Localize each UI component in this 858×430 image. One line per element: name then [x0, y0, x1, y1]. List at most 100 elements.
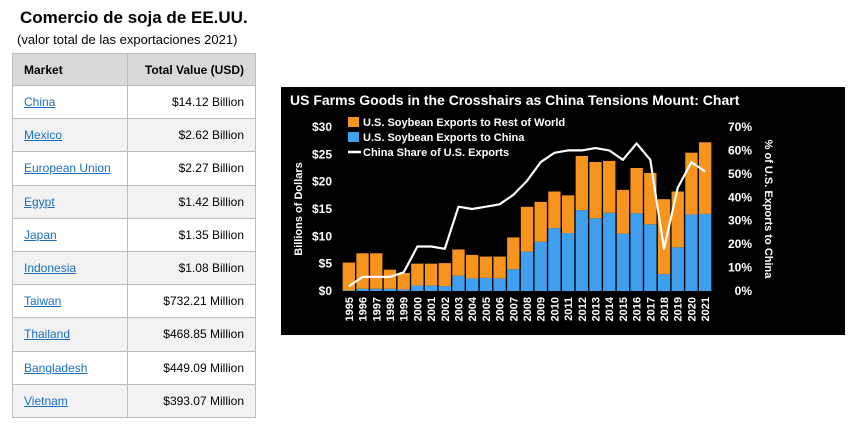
- exports-table: Market Total Value (USD) China $14.12 Bil…: [12, 53, 256, 418]
- bar-china: [424, 285, 438, 291]
- table-row: Bangladesh $449.09 Million: [12, 350, 256, 385]
- market-cell: Egypt: [12, 184, 128, 219]
- bar-rest-of-world: [534, 201, 547, 242]
- market-link[interactable]: Bangladesh: [24, 360, 88, 375]
- market-link[interactable]: Mexico: [24, 128, 63, 143]
- x-tick-label: 2020: [686, 297, 698, 321]
- value-cell: $468.85 Million: [127, 317, 256, 352]
- bar-china: [438, 286, 451, 291]
- market-link[interactable]: European Union: [24, 161, 111, 176]
- y2-tick-label: 70%: [728, 120, 752, 134]
- y2-tick-label: 0%: [735, 284, 753, 298]
- y2-tick-label: 20%: [728, 237, 752, 251]
- market-link[interactable]: Indonesia: [24, 261, 77, 276]
- x-tick-label: 2018: [659, 297, 671, 321]
- x-tick-label: 2015: [618, 297, 630, 321]
- table-row: China $14.12 Billion: [12, 84, 256, 120]
- bar-china: [397, 289, 410, 291]
- bar-china: [616, 233, 630, 291]
- x-tick-label: 1996: [358, 297, 370, 321]
- y-tick-label: $10: [312, 229, 332, 243]
- table-header-row: Market Total Value (USD): [12, 53, 256, 86]
- market-cell: Mexico: [12, 118, 128, 153]
- bar-rest-of-world: [424, 263, 438, 286]
- bar-china: [493, 278, 506, 291]
- bar-china: [657, 274, 671, 291]
- table-row: Vietnam $393.07 Million: [12, 383, 256, 418]
- bar-rest-of-world: [616, 189, 630, 234]
- value-cell: $449.09 Million: [127, 350, 256, 385]
- bar-china: [356, 288, 369, 291]
- bar-china: [548, 228, 561, 291]
- value-cell: $2.27 Billion: [127, 151, 256, 186]
- legend-label: U.S. Soybean Exports to China: [363, 132, 525, 144]
- bar-china: [630, 213, 643, 291]
- market-cell: Indonesia: [12, 250, 128, 286]
- market-link[interactable]: Japan: [24, 227, 57, 242]
- y2-axis-title: % of U.S. Exports to China: [762, 140, 774, 280]
- market-cell: Bangladesh: [12, 350, 128, 385]
- market-link[interactable]: Thailand: [24, 327, 71, 342]
- y-tick-label: $30: [312, 120, 332, 134]
- bar-rest-of-world: [383, 269, 397, 289]
- bar-rest-of-world: [698, 142, 712, 214]
- bar-rest-of-world: [397, 272, 410, 290]
- market-link[interactable]: Vietnam: [24, 393, 68, 408]
- value-cell: $14.12 Billion: [127, 84, 256, 120]
- market-link[interactable]: Egypt: [24, 194, 55, 209]
- table-row: European Union $2.27 Billion: [12, 151, 256, 186]
- x-tick-label: 2009: [536, 297, 548, 321]
- y2-tick-label: 10%: [728, 261, 752, 275]
- bar-china: [342, 290, 356, 291]
- table-row: Taiwan $732.21 Million: [12, 284, 256, 319]
- x-tick-label: 1998: [385, 297, 397, 321]
- bar-rest-of-world: [370, 253, 383, 289]
- bar-rest-of-world: [589, 161, 602, 219]
- market-cell: Taiwan: [12, 284, 128, 319]
- bar-china: [644, 224, 657, 291]
- y-tick-label: $25: [312, 147, 332, 161]
- market-cell: China: [12, 84, 128, 120]
- bar-china: [479, 277, 493, 291]
- bar-china: [603, 212, 616, 291]
- bar-china: [698, 213, 712, 291]
- bar-china: [411, 285, 424, 291]
- bar-rest-of-world: [411, 263, 424, 286]
- x-tick-label: 1999: [399, 297, 411, 321]
- bar-rest-of-world: [438, 263, 451, 287]
- bar-rest-of-world: [644, 172, 657, 225]
- value-header: Total Value (USD): [127, 53, 256, 86]
- bar-rest-of-world: [452, 249, 465, 276]
- value-cell: $1.35 Billion: [127, 217, 256, 252]
- bar-rest-of-world: [479, 256, 493, 278]
- bar-rest-of-world: [342, 262, 356, 291]
- value-cell: $393.07 Million: [127, 383, 256, 418]
- y-axis-title: Billions of Dollars: [293, 162, 305, 256]
- bar-rest-of-world: [356, 253, 369, 289]
- bar-rest-of-world: [657, 199, 671, 275]
- x-tick-label: 1997: [371, 297, 383, 321]
- chart-title: US Farms Goods in the Crosshairs as Chin…: [290, 92, 740, 108]
- market-link[interactable]: China: [24, 95, 56, 110]
- x-tick-label: 2000: [412, 297, 424, 321]
- market-cell: European Union: [12, 151, 128, 186]
- value-cell: $732.21 Million: [127, 284, 256, 319]
- x-tick-label: 2007: [508, 297, 520, 321]
- x-tick-label: 2002: [440, 297, 452, 321]
- bar-rest-of-world: [630, 168, 643, 214]
- bar-china: [589, 218, 602, 291]
- x-tick-label: 2004: [467, 296, 479, 321]
- table-row: Indonesia $1.08 Billion: [12, 250, 256, 286]
- bar-rest-of-world: [548, 191, 561, 229]
- x-tick-label: 2014: [604, 296, 616, 321]
- bar-rest-of-world: [507, 237, 520, 270]
- x-tick-label: 2019: [673, 297, 685, 321]
- market-link[interactable]: Taiwan: [24, 294, 62, 309]
- x-tick-label: 2010: [549, 297, 561, 321]
- y-tick-label: $5: [319, 257, 333, 271]
- page-title: Comercio de soja de EE.UU.: [20, 8, 248, 27]
- x-tick-label: 2021: [700, 297, 712, 321]
- bar-rest-of-world: [575, 155, 588, 211]
- x-tick-label: 2011: [563, 297, 575, 321]
- table-row: Thailand $468.85 Million: [12, 317, 256, 352]
